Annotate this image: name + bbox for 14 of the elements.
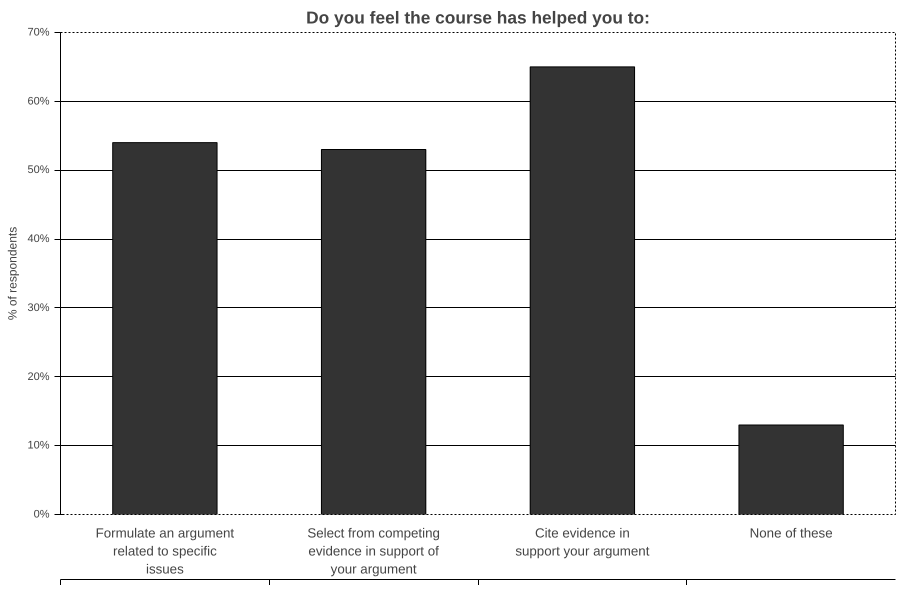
chart-title: Do you feel the course has helped you to: xyxy=(306,8,650,28)
y-tick-label: 50% xyxy=(27,164,50,176)
y-tick-label: 0% xyxy=(34,508,50,520)
y-tick-label: 30% xyxy=(27,302,50,314)
y-tick-label: 10% xyxy=(27,440,50,452)
x-tick-label: Cite evidence in support your argument xyxy=(515,526,650,558)
y-axis-title: % of respondents xyxy=(5,226,20,320)
x-tick-label: Formulate an argument related to specific issues xyxy=(96,526,234,576)
y-tick-label: 70% xyxy=(27,26,50,38)
y-tick-label: 20% xyxy=(27,370,50,383)
x-tick-label: Select from competing evidence in support of your argument xyxy=(307,526,440,576)
y-tick-label: 40% xyxy=(27,233,50,246)
x-tick-label: None of these xyxy=(750,526,833,540)
y-tick-label: 60% xyxy=(27,95,50,108)
